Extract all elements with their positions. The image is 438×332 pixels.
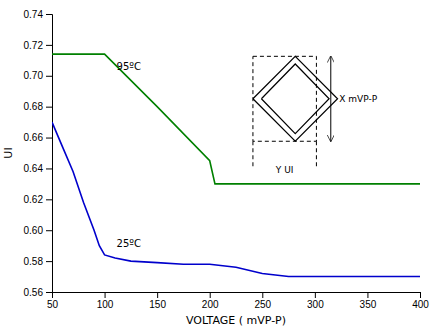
x-tick-label: 50 (47, 299, 59, 310)
x-tick-label: 150 (149, 299, 166, 310)
x-tick-mark (262, 292, 263, 298)
y-tick-mark (46, 168, 52, 169)
x-tick: 350 (360, 292, 377, 310)
y-tick-label: 0.60 (24, 225, 44, 236)
x-tick-mark (367, 292, 368, 298)
annotation: Y UI (275, 165, 294, 175)
x-tick-mark (315, 292, 316, 298)
y-tick-mark (46, 76, 52, 77)
x-tick: 150 (149, 292, 166, 310)
y-tick: 0.68 (24, 101, 52, 112)
y-tick-mark (46, 230, 52, 231)
x-tick: 250 (254, 292, 271, 310)
x-axis-title: VOLTAGE ( mVP-P) (186, 314, 286, 327)
x-tick-label: 200 (202, 299, 219, 310)
series-line (52, 54, 420, 184)
y-tick: 0.74 (24, 9, 52, 20)
y-axis-title: UI (2, 147, 15, 158)
x-axis-line (53, 293, 421, 299)
y-tick-mark (46, 138, 52, 139)
y-tick: 0.64 (24, 163, 52, 174)
y-tick-mark (46, 292, 52, 293)
x-tick-mark (105, 292, 106, 298)
y-tick: 0.72 (24, 40, 52, 51)
plot: 501001502002503003504000.560.580.600.620… (2, 9, 429, 327)
x-tick: 200 (202, 292, 219, 310)
y-tick-label: 0.74 (24, 9, 44, 20)
eye-guide (252, 141, 253, 166)
x-tick-label: 350 (360, 299, 377, 310)
x-tick-mark (157, 292, 158, 298)
y-tick-label: 0.64 (24, 163, 44, 174)
eye-arrow (330, 56, 331, 141)
y-tick: 0.70 (24, 70, 52, 81)
y-tick-mark (46, 107, 52, 108)
y-tick-label: 0.70 (24, 70, 44, 81)
series-group (52, 54, 420, 276)
x-tick-mark (420, 292, 421, 298)
series-label: 95ºC (117, 61, 141, 72)
y-tick-mark (46, 14, 52, 15)
x-tick-label: 250 (254, 299, 271, 310)
x-axis: 50 100 150 200 250 300 350 400 (47, 292, 429, 310)
annotation: X mVP-P (339, 94, 377, 104)
y-axis: 0.56 0.58 0.60 0.62 0.64 0.66 0.68 0.70 0.72 0.74 (24, 9, 53, 298)
y-tick-label: 0.62 (24, 194, 44, 205)
y-axis-line (46, 15, 53, 293)
y-tick: 0.56 (24, 287, 52, 298)
x-tick: 300 (307, 292, 324, 310)
y-tick: 0.58 (24, 256, 52, 267)
y-tick-label: 0.66 (24, 132, 44, 143)
y-tick-label: 0.56 (24, 287, 44, 298)
x-tick-mark (210, 292, 211, 298)
y-tick: 0.62 (24, 194, 52, 205)
series-label: 25ºC (117, 238, 141, 249)
y-tick-mark (46, 199, 52, 200)
x-tick-label: 300 (307, 299, 324, 310)
y-tick: 0.60 (24, 225, 52, 236)
x-tick-label: 400 (412, 299, 429, 310)
y-tick-label: 0.68 (24, 101, 44, 112)
eye-diagram: X mVP-P Y UI (253, 56, 378, 175)
series-line (52, 122, 420, 276)
eye-guide (316, 141, 317, 166)
y-tick: 0.66 (24, 132, 52, 143)
y-tick-label: 0.58 (24, 256, 44, 267)
eye-box (253, 56, 316, 141)
y-tick-mark (46, 261, 52, 262)
y-tick-mark (46, 45, 52, 46)
eye-outer (253, 56, 338, 141)
chart: 501001502002503003504000.560.580.600.620… (0, 0, 438, 332)
x-tick: 100 (97, 292, 114, 310)
x-tick-label: 100 (97, 299, 114, 310)
x-tick: 50 (47, 292, 59, 310)
x-tick: 400 (412, 292, 429, 310)
y-tick-label: 0.72 (24, 40, 44, 51)
eye-inner (261, 64, 329, 134)
